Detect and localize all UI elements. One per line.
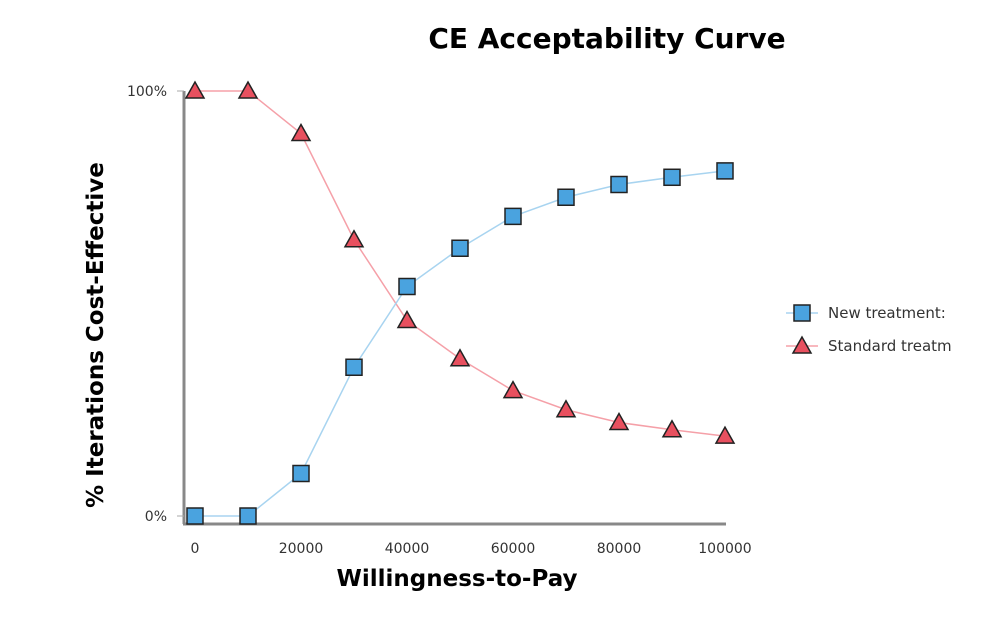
x-tick-label: 20000 (279, 541, 324, 557)
square-data-point (186, 507, 204, 525)
legend-triangle-icon (791, 335, 813, 354)
triangle-data-point (343, 229, 365, 248)
x-axis-label: Willingness-to-Pay (336, 566, 577, 592)
y-tick-label: 100% (127, 84, 167, 100)
square-data-point (716, 162, 734, 180)
x-tick-label: 0 (191, 541, 200, 557)
triangle-data-point (608, 411, 630, 431)
square-data-point (557, 188, 575, 206)
square-data-point (451, 239, 469, 257)
triangle-data-point (555, 399, 577, 418)
square-data-point (398, 277, 416, 296)
x-tick-label: 80000 (597, 541, 642, 557)
x-tick-label: 60000 (491, 541, 536, 557)
series-line (195, 170, 726, 517)
square-data-point (504, 207, 522, 226)
square-data-point (292, 464, 310, 483)
chart-title: CE Acceptability Curve (428, 22, 785, 55)
square-data-point (610, 175, 628, 194)
y-tick-label: 0% (145, 509, 167, 525)
legend-square-icon (793, 304, 811, 322)
triangle-data-point (714, 425, 736, 444)
square-data-point (663, 168, 681, 187)
triangle-data-point (184, 80, 206, 99)
triangle-data-point (449, 348, 471, 367)
y-axis-label: % Iterations Cost-Effective (83, 162, 109, 508)
legend-label: Standard treatm (828, 337, 952, 355)
legend-label: New treatment: (828, 304, 946, 322)
x-tick-label: 40000 (385, 541, 430, 557)
triangle-data-point (502, 380, 524, 399)
triangle-data-point (661, 419, 683, 438)
square-data-point (345, 358, 363, 376)
x-tick-label: 100000 (698, 541, 751, 557)
triangle-data-point (290, 122, 312, 142)
series-line (195, 90, 726, 437)
square-data-point (239, 507, 257, 525)
triangle-data-point (237, 80, 259, 99)
triangle-data-point (396, 309, 418, 329)
